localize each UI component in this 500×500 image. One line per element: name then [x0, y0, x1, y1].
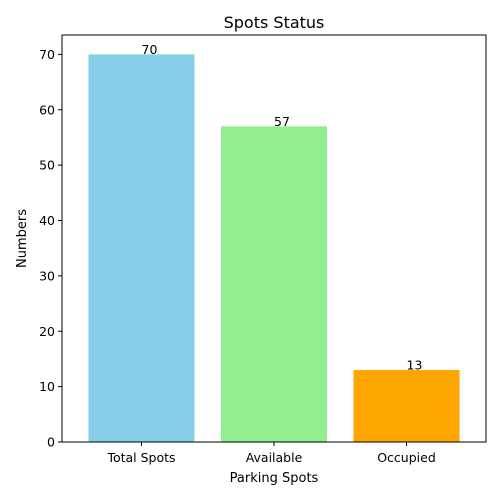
x-axis-label: Parking Spots	[230, 471, 319, 486]
y-tick-label: 20	[39, 324, 55, 339]
bars-group	[88, 54, 460, 443]
y-axis-label: Numbers	[15, 209, 30, 268]
chart-title: Spots Status	[224, 13, 325, 32]
x-tick-label: Occupied	[377, 450, 436, 465]
y-tick-label: 50	[39, 158, 55, 173]
bar-available	[221, 126, 327, 443]
y-axis-ticks: 0 10 20 30 40 50 60 70	[39, 47, 62, 450]
y-tick-label: 10	[39, 379, 55, 394]
x-axis-ticks: Total Spots Available Occupied	[106, 442, 436, 465]
data-label: 70	[142, 42, 158, 57]
x-tick-label: Total Spots	[106, 450, 175, 465]
x-tick-label: Available	[246, 450, 303, 465]
y-tick-label: 30	[39, 268, 55, 283]
data-label: 57	[274, 114, 290, 129]
bar-occupied	[353, 370, 460, 442]
plot-frame	[61, 34, 487, 443]
y-tick-label: 60	[39, 102, 55, 117]
y-tick-label: 0	[47, 435, 55, 450]
data-label: 13	[407, 358, 423, 373]
data-labels-group: 70 57 13	[142, 42, 423, 373]
y-tick-label: 70	[39, 47, 55, 62]
y-tick-label: 40	[39, 213, 55, 228]
bar-total-spots	[88, 54, 195, 442]
